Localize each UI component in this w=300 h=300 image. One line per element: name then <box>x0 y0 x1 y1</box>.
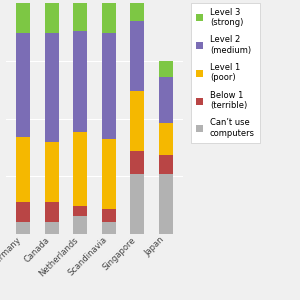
Bar <box>159 155 173 174</box>
Bar <box>159 174 173 234</box>
Bar <box>16 33 30 137</box>
Bar <box>16 137 30 202</box>
Bar <box>102 208 116 223</box>
Bar <box>102 139 116 208</box>
Bar <box>44 202 59 223</box>
Bar <box>73 3 87 31</box>
Bar <box>16 3 30 33</box>
Bar <box>44 3 59 33</box>
Bar <box>159 61 173 77</box>
Bar <box>130 151 144 174</box>
Bar <box>73 31 87 132</box>
Bar <box>16 223 30 234</box>
Bar <box>44 33 59 142</box>
Bar <box>102 223 116 234</box>
Bar <box>130 3 144 22</box>
Bar <box>73 215 87 234</box>
Bar <box>73 132 87 206</box>
Bar <box>44 142 59 202</box>
Bar <box>159 123 173 155</box>
Bar <box>16 202 30 223</box>
Bar <box>130 22 144 91</box>
Bar <box>102 33 116 139</box>
Bar <box>73 206 87 215</box>
Bar <box>44 223 59 234</box>
Bar <box>130 91 144 151</box>
Legend: Level 3
(strong), Level 2
(medium), Level 1
(poor), Below 1
(terrible), Can’t us: Level 3 (strong), Level 2 (medium), Leve… <box>190 2 260 143</box>
Bar <box>159 77 173 123</box>
Bar <box>102 3 116 33</box>
Bar <box>130 174 144 234</box>
